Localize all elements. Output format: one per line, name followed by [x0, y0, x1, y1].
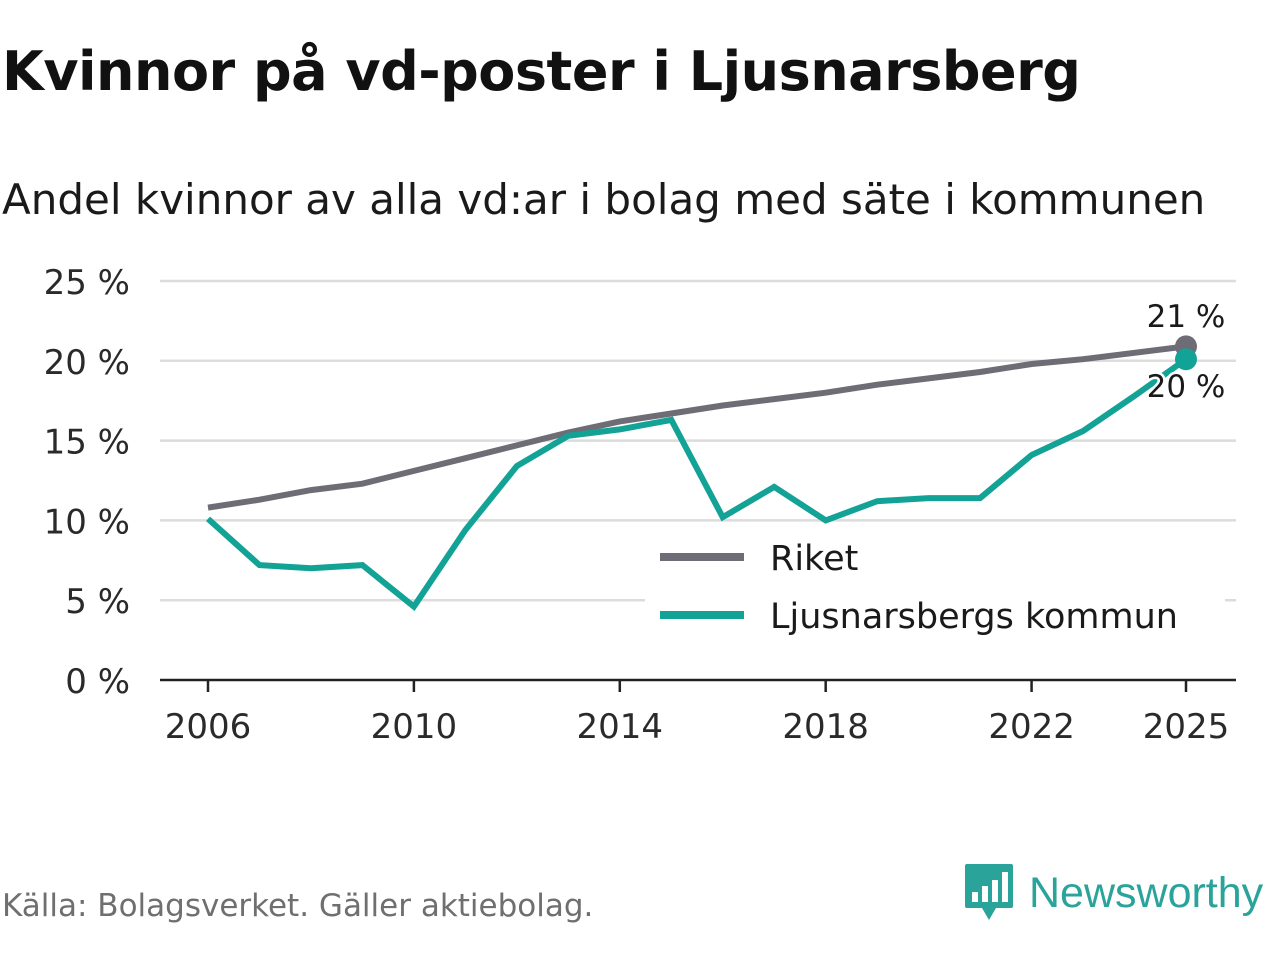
legend-background	[645, 528, 1225, 643]
y-tick-label: 15 %	[44, 423, 130, 463]
x-tick-label: 2014	[577, 707, 664, 747]
legend-label: Riket	[770, 539, 858, 579]
x-axis: 2006 2010 2014 2018 2022 2025	[160, 678, 1236, 747]
legend-label: Ljusnarsbergs kommun	[770, 597, 1178, 637]
brand-name: Newsworthy	[1029, 868, 1264, 917]
series-line	[205, 356, 1188, 611]
source-note: Källa: Bolagsverket. Gäller aktiebolag.	[2, 888, 594, 924]
chart-title: Kvinnor på vd-poster i Ljusnarsberg	[2, 40, 1081, 103]
data-label: 20 %	[1147, 369, 1226, 405]
newsworthy-logo-icon	[965, 864, 1013, 920]
data-labels: 21 % 20 %	[1144, 297, 1228, 408]
series-line	[207, 343, 1187, 511]
y-tick-label: 20 %	[44, 343, 130, 383]
y-axis-ticks: 0 % 5 % 10 % 15 % 20 % 25 %	[44, 263, 130, 702]
x-tick-label: 2006	[165, 707, 252, 747]
y-tick-label: 0 %	[65, 662, 130, 702]
x-tick-label: 2018	[782, 707, 869, 747]
x-tick-label: 2022	[988, 707, 1075, 747]
brand-logo: Newsworthy	[963, 862, 1263, 924]
x-tick-label: 2010	[371, 707, 458, 747]
legend: Riket Ljusnarsbergs kommun	[645, 528, 1225, 643]
y-tick-label: 10 %	[44, 502, 130, 542]
x-tick-label: 2025	[1143, 707, 1230, 747]
series-end-marker	[1175, 348, 1197, 371]
y-tick-label: 5 %	[65, 582, 130, 622]
series-lines	[205, 335, 1197, 611]
y-tick-label: 25 %	[44, 263, 130, 303]
data-label: 21 %	[1147, 299, 1226, 335]
chart-subtitle: Andel kvinnor av alla vd:ar i bolag med …	[2, 175, 1206, 224]
